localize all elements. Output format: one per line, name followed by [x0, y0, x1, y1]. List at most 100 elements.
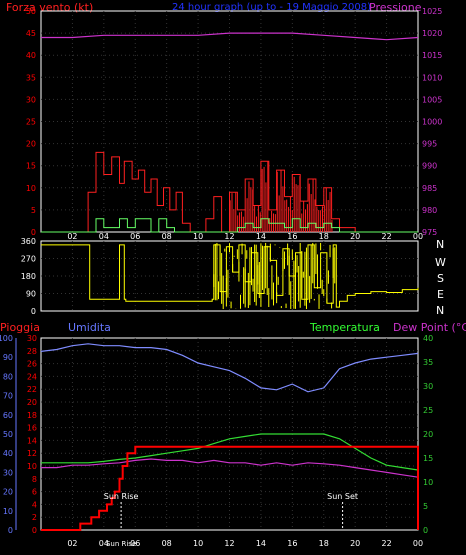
p3-rain-tick-label-10: 20 — [27, 398, 37, 407]
p3-rain-tick-label-6: 12 — [27, 449, 37, 458]
p1-left-tick-label-9: 45 — [26, 29, 36, 38]
p1-left-tick-label-6: 30 — [26, 95, 36, 104]
p1-x-tick-label-2: 06 — [130, 232, 140, 241]
p1-x-tick-label-3: 08 — [162, 232, 172, 241]
pressure-label: Pressione — [369, 1, 422, 14]
p3-x-tick-label-0: 02 — [67, 539, 77, 548]
p3-temp-tick-label-7: 35 — [423, 358, 433, 367]
p1-x-tick-label-7: 16 — [287, 232, 297, 241]
p1-x-tick-label-10: 22 — [381, 232, 391, 241]
chart-generated: 0510152025303540455097598098599099510001… — [0, 7, 442, 548]
p3-temp-tick-label-1: 5 — [423, 502, 428, 511]
p1-right-tick-label-3: 990 — [422, 162, 437, 171]
p1-right-tick-label-0: 975 — [422, 228, 437, 237]
temperature-label: Temperatura — [309, 321, 380, 334]
p1-x-tick-label-8: 18 — [319, 232, 329, 241]
temperature-series-line — [41, 433, 419, 471]
compass-n-top: N — [436, 238, 444, 251]
annotation-label-0: Sun Rise — [104, 492, 139, 501]
p1-x-tick-label-5: 12 — [224, 232, 234, 241]
wind-label: Forza vento (kt) — [6, 1, 93, 14]
p3-rain-tick-label-1: 2 — [32, 513, 37, 522]
annotation-label-1: Sun Set — [327, 492, 358, 501]
p1-left-tick-label-8: 40 — [26, 51, 36, 60]
p1-right-tick-label-7: 1010 — [422, 73, 442, 82]
p1-right-tick-label-5: 1000 — [422, 118, 442, 127]
p1-left-tick-label-7: 35 — [26, 73, 36, 82]
p3-humidity-tick-label-1: 10 — [3, 507, 13, 516]
p3-rain-tick-label-12: 24 — [27, 372, 37, 381]
p3-rain-tick-label-0: 0 — [32, 526, 37, 535]
p3-rain-tick-label-8: 16 — [27, 424, 37, 433]
p1-left-tick-label-4: 20 — [26, 140, 36, 149]
p1-x-tick-label-11: 00 — [413, 232, 423, 241]
p3-rain-tick-label-2: 4 — [32, 500, 37, 509]
p2-tick-label-1: 90 — [26, 290, 36, 299]
p2-tick-label-0: 0 — [31, 307, 36, 316]
p3-temp-tick-label-6: 30 — [423, 382, 433, 391]
p3-humidity-tick-label-8: 80 — [3, 372, 13, 381]
p1-x-tick-label-0: 02 — [67, 232, 77, 241]
p3-humidity-tick-label-6: 60 — [3, 411, 13, 420]
p3-humidity-tick-label-9: 90 — [3, 353, 13, 362]
p3-rain-tick-label-13: 26 — [27, 360, 37, 369]
p1-x-tick-label-6: 14 — [256, 232, 266, 241]
p1-left-tick-label-2: 10 — [26, 184, 36, 193]
p3-humidity-tick-label-5: 50 — [3, 430, 13, 439]
p1-right-tick-label-4: 995 — [422, 140, 437, 149]
p3-x-tick-label-6: 14 — [256, 539, 266, 548]
p1-right-tick-label-2: 985 — [422, 184, 437, 193]
compass-w: W — [435, 256, 446, 269]
p3-humidity-tick-label-2: 20 — [3, 488, 13, 497]
p1-right-tick-label-8: 1015 — [422, 51, 442, 60]
humidity-series-line — [40, 343, 419, 393]
rain-series-line — [41, 445, 419, 531]
p1-left-tick-label-10: 50 — [26, 7, 36, 16]
p3-x-tick-label-1: 04 — [99, 539, 109, 548]
p3-rain-tick-label-15: 30 — [27, 334, 37, 343]
p3-rain-tick-label-9: 18 — [27, 411, 37, 420]
p3-humidity-tick-label-10: 100 — [0, 334, 13, 343]
p3-temp-tick-label-2: 10 — [423, 478, 433, 487]
p3-temp-tick-label-5: 25 — [423, 406, 433, 415]
p3-x-tick-label-9: 20 — [350, 539, 360, 548]
p3-rain-tick-label-4: 8 — [32, 475, 37, 484]
chart-title: 24 hour graph (up to - 19 Maggio 2008) — [172, 2, 371, 13]
p1-left-tick-label-1: 5 — [31, 206, 36, 215]
p3-humidity-tick-label-7: 70 — [3, 392, 13, 401]
p3-temp-tick-label-8: 40 — [423, 334, 433, 343]
p1-x-tick-label-9: 20 — [350, 232, 360, 241]
p3-humidity-tick-label-0: 0 — [8, 526, 13, 535]
compass-s: S — [437, 272, 444, 285]
p3-x-tick-label-3: 08 — [162, 539, 172, 548]
dewpoint-series-line — [41, 458, 419, 478]
p1-left-tick-label-3: 15 — [26, 162, 36, 171]
p3-rain-tick-label-14: 28 — [27, 347, 37, 356]
p3-rain-tick-label-3: 6 — [32, 488, 37, 497]
p2-tick-label-3: 270 — [21, 255, 36, 264]
p1-x-tick-label-1: 04 — [99, 232, 109, 241]
sunrise-axis-label: Sun Rise — [106, 540, 136, 548]
wind-average-series-line — [41, 218, 418, 233]
p3-rain-tick-label-7: 14 — [27, 436, 37, 445]
p1-left-tick-label-5: 25 — [26, 118, 36, 127]
humidity-label: Umidita — [68, 321, 111, 334]
p3-temp-tick-label-3: 15 — [423, 454, 433, 463]
p2-tick-label-4: 360 — [21, 237, 36, 246]
p1-right-tick-label-9: 1020 — [422, 29, 442, 38]
p1-left-tick-label-0: 0 — [31, 228, 36, 237]
p3-x-tick-label-10: 22 — [381, 539, 391, 548]
dewpoint-label: Dew Point (°C) — [393, 321, 466, 334]
p3-rain-tick-label-11: 22 — [27, 385, 37, 394]
pressure-series-line — [41, 32, 419, 41]
p1-right-tick-label-1: 980 — [422, 206, 437, 215]
compass-n-bottom: N — [436, 304, 444, 317]
p1-x-tick-label-4: 10 — [193, 232, 203, 241]
p3-rain-tick-label-5: 10 — [27, 462, 37, 471]
p3-x-tick-label-7: 16 — [287, 539, 297, 548]
p3-x-tick-label-2: 06 — [130, 539, 140, 548]
p2-tick-label-2: 180 — [21, 272, 36, 281]
p3-x-tick-label-8: 18 — [319, 539, 329, 548]
